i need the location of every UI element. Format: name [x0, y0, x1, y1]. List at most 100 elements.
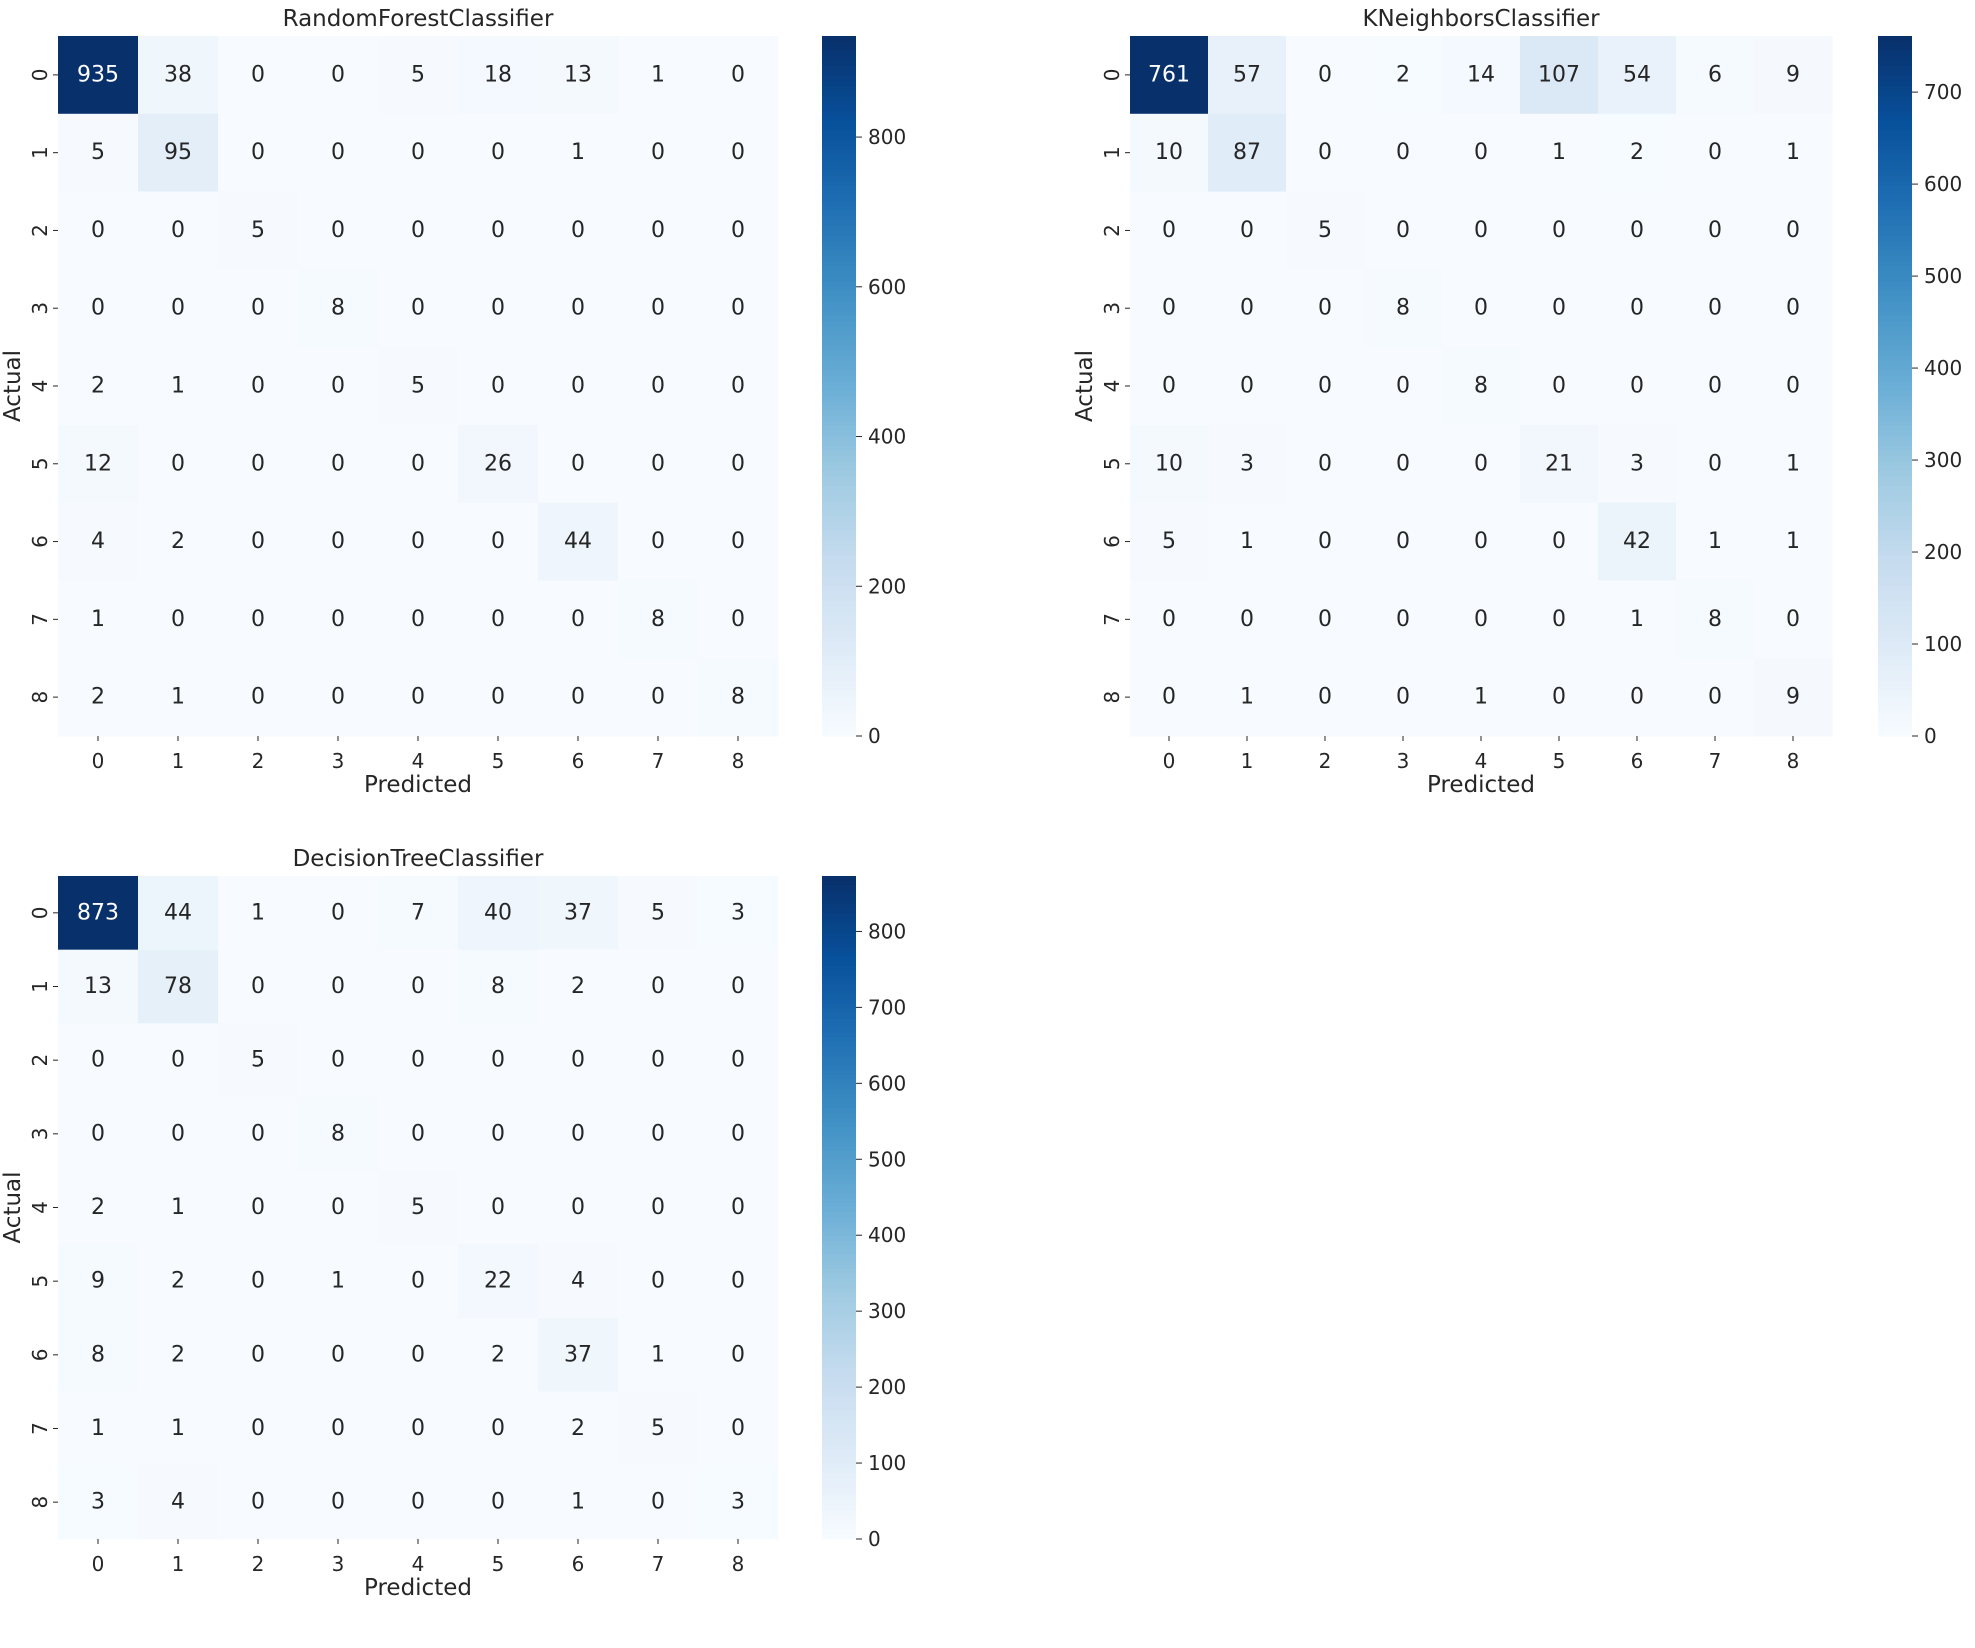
colorbar-segment: [822, 486, 856, 492]
colorbar-segment: [822, 231, 856, 237]
heatmap-cell: [698, 191, 779, 270]
heatmap-cell: [1208, 424, 1287, 504]
cell-value-label: 0: [651, 451, 665, 476]
colorbar-segment: [1878, 676, 1912, 682]
colorbar-tick-label: 800: [868, 125, 906, 149]
cell-value-label: 0: [1240, 218, 1254, 243]
colorbar-segment: [822, 731, 856, 737]
colorbar-segment: [822, 531, 856, 537]
colorbar-tick-label: 800: [868, 919, 906, 943]
heatmap-cell: [1520, 113, 1599, 193]
colorbar-segment: [822, 937, 856, 943]
cell-value-label: 0: [411, 1048, 425, 1073]
heatmap-cells: 935 38 0 0 5 18 13 1 05 95 0 0 0 0 1 0 00 0 5 0 0 0 0 0 00 0 0 8 0 0 0…: [58, 36, 779, 737]
y-axis-label: Actual: [0, 1171, 26, 1243]
cell-value-label: 0: [411, 140, 425, 165]
cell-value-label: 0: [651, 296, 665, 321]
colorbar-segment: [822, 1008, 856, 1014]
colorbar-segment: [822, 1250, 856, 1256]
colorbar-segment: [822, 923, 856, 929]
y-tick-label: 6: [1100, 535, 1124, 548]
colorbar-segment: [822, 536, 856, 542]
cell-value-label: 3: [731, 900, 745, 925]
cell-value-label: 0: [731, 218, 745, 243]
heatmap-cell: [138, 1465, 219, 1540]
colorbar-segment: [1878, 486, 1912, 492]
colorbar-segment: [822, 296, 856, 302]
cell-value-label: 2: [571, 974, 585, 999]
heatmap-cell: [1286, 580, 1365, 659]
colorbar-segment: [822, 521, 856, 527]
colorbar-segment: [822, 947, 856, 953]
cell-value-label: 2: [91, 1195, 105, 1220]
heatmap-cell: [458, 1097, 539, 1172]
heatmap-cell: [298, 1391, 379, 1466]
heatmap-cell: [138, 1023, 219, 1098]
colorbar-segment: [822, 411, 856, 417]
colorbar-segment: [1878, 321, 1912, 327]
cell-value-label: 0: [1318, 374, 1332, 399]
cell-value-label: 0: [1240, 296, 1254, 321]
cell-value-label: 0: [1708, 140, 1722, 165]
colorbar-tick-label: 500: [868, 1147, 906, 1171]
cell-value-label: 0: [1162, 607, 1176, 632]
cell-value-label: 0: [91, 1048, 105, 1073]
colorbar-segment: [1878, 406, 1912, 412]
colorbar: 0 200 400 600 800: [822, 36, 906, 748]
y-tick-label: 7: [1100, 613, 1124, 626]
colorbar-segment: [1878, 591, 1912, 597]
colorbar-segment: [1878, 326, 1912, 332]
heatmap-cell: [1754, 347, 1833, 426]
heatmap-cell: [1442, 658, 1521, 737]
colorbar-segment: [822, 226, 856, 232]
y-tick-label: 2: [1100, 224, 1124, 237]
colorbar-segment: [1878, 41, 1912, 47]
colorbar-segment: [822, 631, 856, 637]
colorbar-segment: [822, 136, 856, 142]
cell-value-label: 3: [1630, 451, 1644, 476]
heatmap-cell: [1208, 269, 1287, 348]
colorbar-segment: [822, 491, 856, 497]
cell-value-label: 935: [77, 62, 119, 87]
colorbar-segment: [822, 1179, 856, 1185]
cell-value-label: 1: [171, 1195, 185, 1220]
heatmap-cell: [1754, 658, 1833, 737]
heatmap-cell: [58, 1097, 139, 1172]
colorbar-tick-label: 600: [868, 275, 906, 299]
cell-value-label: 0: [331, 374, 345, 399]
colorbar-segment: [1878, 206, 1912, 212]
cell-value-label: 3: [91, 1490, 105, 1515]
cell-value-label: 5: [411, 62, 425, 87]
colorbar-segment: [822, 1491, 856, 1497]
colorbar-tick-label: 300: [1924, 448, 1962, 472]
heatmap-cell: [138, 1244, 219, 1319]
colorbar-segment: [822, 885, 856, 891]
colorbar-segment: [822, 918, 856, 924]
colorbar-segment: [822, 1150, 856, 1157]
cell-value-label: 0: [331, 218, 345, 243]
colorbar-segment: [822, 171, 856, 177]
cell-value-label: 0: [1474, 218, 1488, 243]
cell-value-label: 0: [1318, 296, 1332, 321]
colorbar-segment: [1878, 281, 1912, 287]
colorbar-segment: [822, 1141, 856, 1147]
cell-value-label: 0: [331, 1416, 345, 1441]
colorbar-segment: [822, 336, 856, 342]
colorbar-segment: [1878, 636, 1912, 642]
colorbar-segment: [822, 341, 856, 347]
heatmap-cell: [538, 949, 619, 1024]
colorbar-segment: [822, 596, 856, 602]
cell-value-label: 0: [491, 296, 505, 321]
colorbar-segment: [1878, 621, 1912, 627]
cell-value-label: 0: [651, 974, 665, 999]
heatmap-cell: [698, 658, 779, 737]
cell-value-label: 0: [251, 1121, 265, 1146]
heatmap-cell: [218, 1023, 299, 1098]
colorbar-segment: [822, 1449, 856, 1455]
heatmap-cell: [1286, 658, 1365, 737]
cell-value-label: 0: [491, 529, 505, 554]
heatmap-cell: [1286, 424, 1365, 504]
colorbar-segment: [822, 701, 856, 707]
heatmap-cell: [58, 1244, 139, 1319]
y-tick-label: 0: [1100, 69, 1124, 82]
